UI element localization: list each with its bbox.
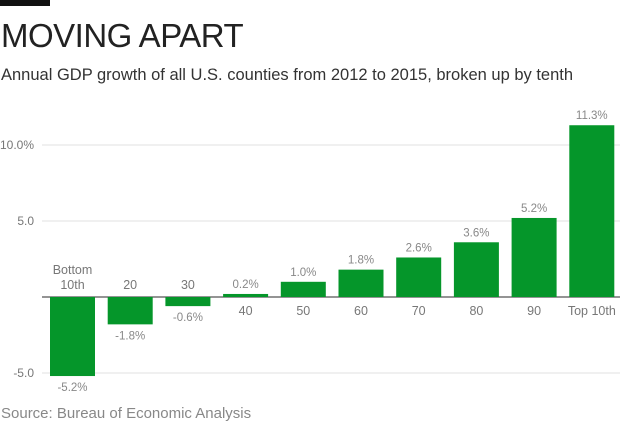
bar — [338, 269, 384, 297]
bar — [511, 217, 557, 297]
category-label: 70 — [412, 304, 426, 318]
category-label: 60 — [354, 304, 368, 318]
data-label: 3.6% — [463, 227, 489, 239]
category-label: 80 — [469, 304, 483, 318]
data-label: 1.8% — [348, 255, 374, 267]
category-label: 20 — [123, 278, 137, 292]
bar — [223, 293, 269, 297]
data-label: 11.3% — [576, 110, 608, 122]
category-label: 10th — [60, 278, 84, 292]
y-tick-label: 10.0% — [0, 138, 34, 152]
source-note: Source: Bureau of Economic Analysis — [1, 405, 252, 422]
bar — [165, 297, 211, 307]
data-label: 1.0% — [290, 267, 316, 279]
data-label: -1.8% — [115, 330, 145, 342]
bar — [50, 297, 95, 377]
top-accent-bar — [0, 0, 50, 6]
category-label: 50 — [296, 304, 310, 318]
bar — [569, 125, 615, 298]
data-label: 5.2% — [521, 203, 547, 215]
data-label: -5.2% — [57, 382, 87, 394]
chart-subtitle: Annual GDP growth of all U.S. counties f… — [1, 66, 574, 84]
category-label: 40 — [239, 304, 253, 318]
bar — [107, 297, 153, 325]
data-label: 2.6% — [406, 242, 432, 254]
data-label: 0.2% — [232, 279, 258, 291]
category-label: Top 10th — [568, 304, 616, 318]
y-tick-label: 5.0 — [17, 214, 34, 228]
category-label: 90 — [527, 304, 541, 318]
bars — [50, 125, 615, 377]
category-label: Bottom — [53, 263, 93, 277]
category-label: 30 — [181, 278, 195, 292]
chart-title: MOVING APART — [1, 17, 244, 54]
data-label: -0.6% — [173, 312, 203, 324]
y-tick-label: -5.0 — [13, 366, 34, 380]
data-labels: -5.2% -1.8% -0.6% 0.2% 1.0% 1.8% 2.6% 3.6% 5.2% 1… — [57, 110, 607, 394]
bar — [280, 281, 326, 297]
bar — [453, 242, 499, 297]
bar — [396, 257, 442, 297]
